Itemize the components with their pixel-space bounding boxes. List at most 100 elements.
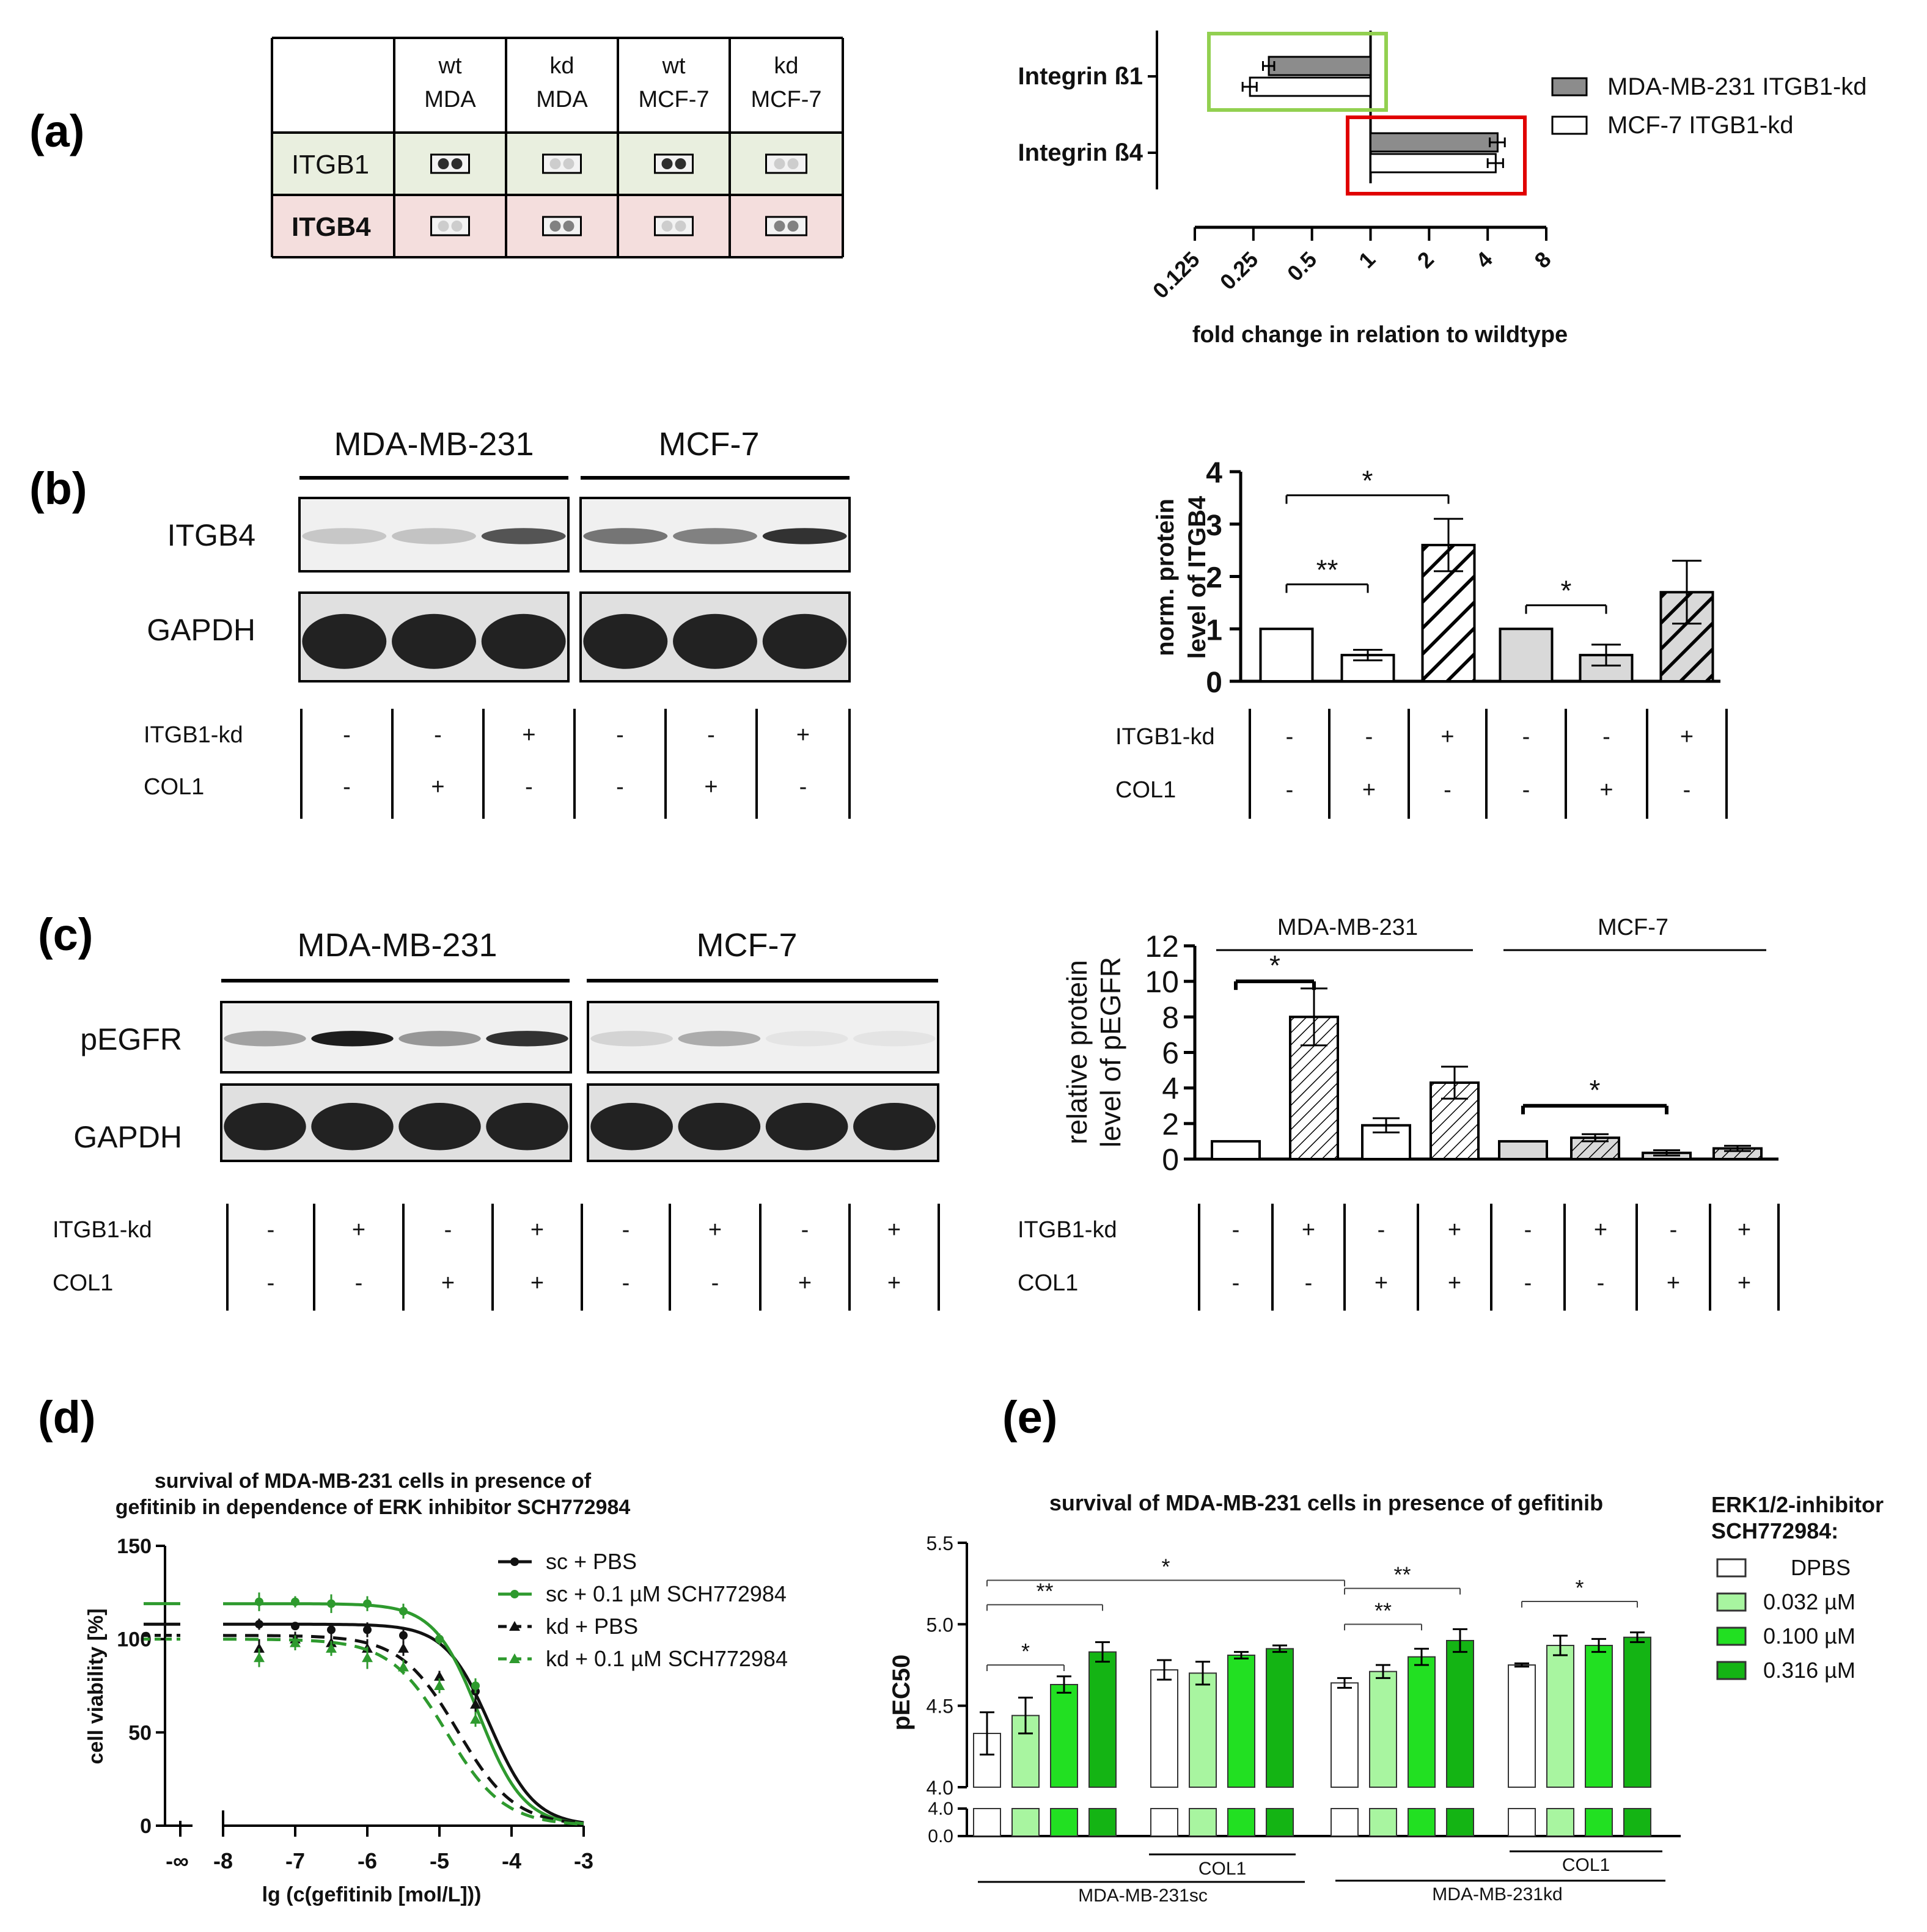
x-tick-label: -6 [358,1848,377,1873]
bar-error [1553,1634,1568,1656]
bar-1-0 [1150,1669,1178,1788]
blot-frame [587,1001,939,1074]
blot-band [224,1031,306,1047]
table-header-l2: MCF-7 [751,87,821,112]
bar-error [1630,1631,1645,1644]
bar-2-1 [1369,1670,1397,1788]
x-tick-label: -7 [285,1848,305,1873]
x-tick-label: -4 [502,1848,521,1873]
y-tick-label: 8 [1162,1000,1179,1034]
blot-band [486,1031,568,1047]
bar-base-1-0 [1150,1808,1178,1837]
data-point [398,1661,409,1672]
survival-curve-chart: survival of MDA-MB-231 cells in presence… [84,1469,788,1906]
dot-box [765,153,807,174]
table-header-l2: MCF-7 [638,87,709,112]
bar-2-3 [1446,1640,1474,1788]
condition-value: - [1597,1270,1605,1296]
dot-spot [451,158,463,169]
blot-group-label: MDA-MB-231 [334,426,534,463]
condition-label: COL1 [53,1270,113,1296]
cell-line-label: MDA-MB-231kd [1432,1884,1562,1905]
y-tick-label: 4 [1206,457,1222,489]
bar-base-1-1 [1189,1808,1217,1837]
y-axis-label-2: level of ITGB4 [1184,496,1211,659]
condition-value: - [616,774,624,800]
blot-band [398,1031,481,1047]
blot-band [302,613,387,669]
condition-value: + [1362,777,1376,803]
y-axis-label-1: relative protein [1061,960,1093,1144]
x-tick-label: 0.125 [1148,247,1205,304]
condition-value: + [887,1217,901,1243]
condition-value: - [434,722,442,748]
condition-value: - [267,1270,275,1296]
legend-swatch [1716,1592,1747,1612]
table-header-l2: MDA [424,87,476,112]
condition-value: - [1524,1270,1532,1296]
condition-value: - [343,774,351,800]
legend-label: kd + 0.1 µM SCH772984 [546,1646,788,1671]
x-axis-label: lg (c(gefitinib [mol/L])) [262,1883,482,1906]
broken-y-tick-label: 4.0 [928,1799,953,1819]
blot-band [302,528,387,544]
data-point [291,1597,299,1606]
panel-label-e: (e) [1002,1392,1057,1443]
condition-value: + [798,1270,812,1296]
y-tick-label: 5.5 [927,1532,953,1554]
condition-value: - [1232,1217,1240,1243]
data-point [434,1680,445,1690]
panel-label-a: (a) [29,106,84,156]
bar-3-2 [1585,1645,1613,1788]
data-point [326,1642,337,1653]
blot-band [678,1031,761,1047]
y-tick-label: 150 [117,1535,152,1558]
blot-band [765,1103,848,1151]
bar-base-0-3 [1088,1808,1117,1837]
data-point [470,1699,481,1709]
category-label: Integrin ß1 [1018,63,1143,90]
blot-group-label: MDA-MB-231 [297,927,497,964]
dot-box [430,216,470,236]
bar-2-2 [1408,1656,1436,1788]
bar-error [1653,1149,1680,1157]
blot-band [765,1031,848,1047]
dot-box [542,153,582,174]
y-tick-label: 3 [1206,510,1222,542]
legend-label: 0.100 µM [1763,1623,1855,1648]
bar-error [1591,643,1621,667]
curve-0 [223,1622,584,1824]
condition-value: + [431,774,444,800]
x-tick-label: 8 [1530,247,1556,273]
data-point [255,1620,263,1629]
sig-label: * [1590,1074,1601,1106]
x-tick-label: 4 [1471,247,1497,273]
chart-title-2: gefitinib in dependence of ERK inhibitor… [116,1496,631,1519]
condition-value: + [522,722,535,748]
x-tick-label: 0.5 [1282,247,1321,286]
legend-swatch [1716,1626,1747,1646]
y-tick-label: 2 [1206,562,1222,595]
blot-band [392,613,476,669]
condition-value: + [352,1217,365,1243]
y-tick-label: 4.0 [927,1777,953,1799]
bar-error [1414,1647,1429,1666]
bar-error [1514,1662,1529,1668]
condition-value: - [801,1217,809,1243]
bar-error [1591,1637,1606,1653]
blot-group-label: MCF-7 [697,927,798,964]
bar-error [1353,649,1382,662]
condition-value: + [1448,1270,1461,1296]
x-tick-label: -8 [213,1848,233,1873]
condition-value: + [1302,1217,1315,1243]
bar-error [1195,1661,1210,1686]
condition-value: + [796,722,810,748]
condition-value: + [704,774,718,800]
bar-base-2-1 [1369,1808,1397,1837]
bar-3-3 [1623,1636,1651,1788]
legend-marker [509,1653,520,1663]
data-point [435,1634,444,1644]
bar-3 [1499,628,1554,682]
dot-spot [661,221,673,232]
